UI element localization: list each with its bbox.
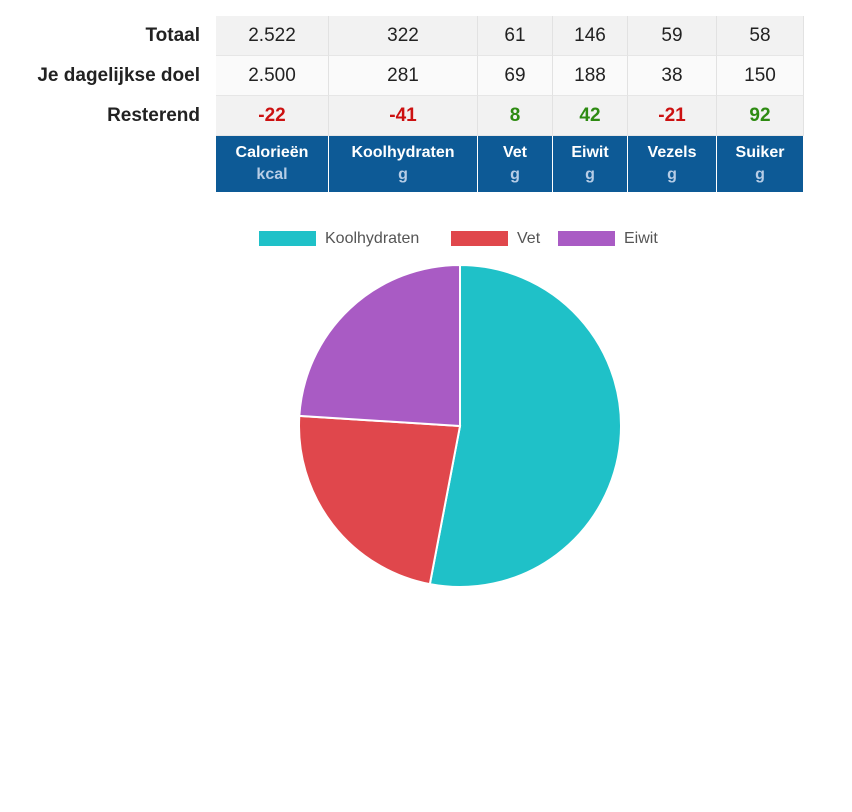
table-cell: 69: [478, 56, 553, 96]
header-name: Suiker: [735, 144, 785, 161]
table-cell: 38: [628, 56, 717, 96]
table-cell: 2.522: [216, 16, 329, 56]
table-cell: 58: [717, 16, 804, 56]
table-cell: 322: [329, 16, 478, 56]
table-cell: 146: [553, 16, 628, 56]
header-unit: g: [755, 166, 765, 183]
legend-swatch: [259, 231, 316, 246]
column-header: Calorieën kcal: [216, 136, 329, 192]
legend-label: Koolhydraten: [325, 230, 419, 247]
header-unit: kcal: [256, 166, 288, 183]
table-cell: -22: [216, 96, 329, 136]
header-unit: g: [585, 166, 595, 183]
table-cell: 42: [553, 96, 628, 136]
legend-swatch: [558, 231, 615, 246]
header-name: Vet: [502, 144, 527, 161]
pie-chart: Koolhydraten Vet Eiwit: [259, 230, 658, 588]
table-cell: 8: [478, 96, 553, 136]
pie-slice: [298, 414, 462, 586]
column-header: Vet g: [478, 136, 553, 192]
table-cell: 188: [553, 56, 628, 96]
header-name: Koolhydraten: [351, 144, 455, 161]
table-cell: 281: [329, 56, 478, 96]
legend-label: Vet: [517, 230, 541, 247]
header-name: Eiwit: [571, 144, 609, 161]
header-name: Vezels: [647, 144, 697, 161]
table-cell: 92: [717, 96, 804, 136]
pie-slice: [428, 263, 623, 588]
legend-swatch: [451, 231, 508, 246]
column-header: Suiker g: [717, 136, 804, 192]
table-cell: 150: [717, 56, 804, 96]
table-cell: 59: [628, 16, 717, 56]
table-cell: 2.500: [216, 56, 329, 96]
column-header: Vezels g: [628, 136, 717, 192]
header-unit: g: [510, 166, 520, 183]
page: Totaal 2.522 322 61 146 59 58 Je dagelijkse doe…: [37, 16, 804, 587]
row-label: Je dagelijkse doel: [37, 65, 200, 86]
pie-slice: [298, 263, 461, 428]
legend-label: Eiwit: [624, 230, 658, 247]
header-unit: g: [667, 166, 677, 183]
column-header: Koolhydraten g: [329, 136, 478, 192]
table-cell: -21: [628, 96, 717, 136]
row-label: Totaal: [145, 25, 200, 46]
column-header: Eiwit g: [553, 136, 628, 192]
row-label: Resterend: [107, 105, 200, 126]
header-name: Calorieën: [235, 144, 309, 161]
table-cell: -41: [329, 96, 478, 136]
table-cell: 61: [478, 16, 553, 56]
header-unit: g: [398, 166, 408, 183]
